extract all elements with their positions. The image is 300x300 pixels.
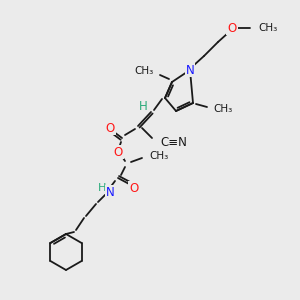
Text: H: H xyxy=(139,100,147,113)
Text: H: H xyxy=(98,183,106,193)
Text: N: N xyxy=(106,185,114,199)
Text: O: O xyxy=(105,122,115,134)
Text: CH₃: CH₃ xyxy=(149,151,168,161)
Text: CH₃: CH₃ xyxy=(135,66,154,76)
Text: N: N xyxy=(186,64,194,76)
Text: O: O xyxy=(227,22,237,34)
Text: C≡N: C≡N xyxy=(160,136,187,148)
Text: CH₃: CH₃ xyxy=(258,23,277,33)
Text: CH₃: CH₃ xyxy=(213,104,232,114)
Text: O: O xyxy=(113,146,123,158)
Text: O: O xyxy=(129,182,139,194)
